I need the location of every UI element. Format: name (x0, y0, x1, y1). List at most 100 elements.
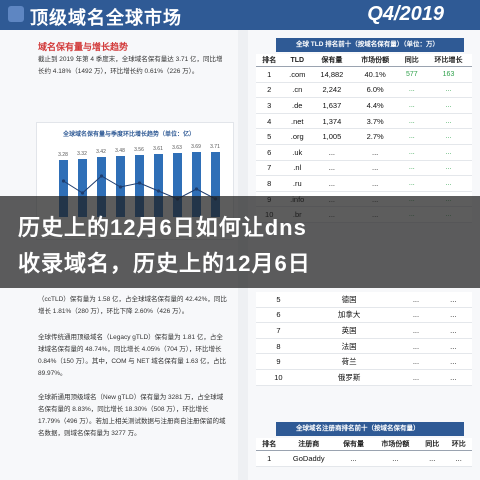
growth-point (137, 181, 142, 185)
table-cell: 1,374 (312, 113, 352, 130)
table-cell: ... (445, 450, 472, 467)
table-cell: ... (397, 338, 435, 355)
column-header: 市场份额 (351, 54, 399, 67)
table-cell: ... (351, 144, 399, 161)
table-cell: ... (425, 97, 472, 114)
section-text: 全球传统通用顶级域名（Legacy gTLD）保有量为 1.81 亿，占全球域名… (38, 334, 227, 377)
growth-point (118, 185, 123, 189)
table-row: 6 .uk............ (256, 144, 472, 161)
headline-line: 收录域名，历史上的12月6日 (18, 251, 311, 276)
table-cell: ... (312, 160, 352, 177)
growth-point (61, 179, 66, 183)
bar-value-label: 3.32 (77, 150, 87, 157)
table-cell: .uk (282, 144, 313, 161)
table-cell: 英国 (300, 322, 398, 339)
table-cell: 2 (256, 82, 283, 99)
table-cell: ... (312, 144, 352, 161)
table-row: 1 GoDaddy............ (256, 450, 472, 467)
table-cell: 俄罗斯 (300, 369, 398, 386)
chart-bar (192, 152, 201, 217)
table-cell: ... (434, 292, 472, 308)
logo-icon (8, 6, 24, 22)
table-cell: ... (397, 322, 435, 339)
column-header: 排名 (256, 438, 283, 451)
bar-value-label: 3.48 (115, 148, 125, 155)
table-cell: 4.4% (351, 97, 399, 114)
bar-value-label: 3.42 (96, 149, 106, 156)
table-cell: 3.7% (351, 113, 399, 130)
table-row: 9 荷兰...... (256, 353, 472, 370)
growth-point (156, 189, 161, 193)
table-cell: 577 (398, 66, 425, 83)
table-cell: 5 (256, 292, 301, 308)
column-header: 注册商 (282, 438, 336, 451)
table-cell: ... (397, 292, 435, 308)
table-row: 8 .ru............ (256, 175, 472, 192)
table-cell: ... (351, 175, 399, 192)
table-cell: ... (397, 353, 435, 370)
table-cell: ... (425, 128, 472, 145)
country-ranking-table: 5 德国...... 6 加拿大...... 7 英国...... 8 法国...... 9 荷兰… (256, 292, 472, 386)
table-cell: ... (434, 369, 472, 386)
table-row: 4 .net 1,374 3.7%...... (256, 113, 472, 130)
table-cell: 7 (256, 322, 301, 339)
chart-bar (154, 153, 163, 217)
table-cell: 2,242 (312, 82, 352, 99)
table-cell: .de (282, 97, 313, 114)
table-cell: ... (397, 307, 435, 324)
chart-bar (135, 154, 144, 217)
table-cell: GoDaddy (282, 450, 336, 467)
table-cell: 14,882 (312, 66, 352, 83)
table-cell: 6 (256, 144, 283, 161)
chart-bar (173, 153, 182, 217)
table-cell: .net (282, 113, 313, 130)
table-cell: ... (398, 82, 425, 99)
bar-value-label: 3.63 (172, 145, 182, 152)
registrar-ranking-table: 排名 注册商 保有量 市场份额 同比 环比 1 GoDaddy............ (256, 438, 472, 467)
chart-bar (78, 158, 87, 217)
table-row: 2 .cn 2,242 6.0%...... (256, 82, 472, 99)
bar-value-label: 3.61 (153, 145, 163, 152)
table-cell: 加拿大 (300, 307, 398, 324)
growth-point (194, 187, 199, 191)
table-cell: 9 (256, 353, 301, 370)
growth-point (80, 191, 85, 195)
table-cell: ... (425, 82, 472, 99)
bar-value-label: 3.56 (134, 146, 144, 153)
table-cell: ... (335, 450, 372, 467)
bar-value-label: 3.28 (58, 151, 68, 158)
table-cell: 4 (256, 113, 283, 130)
column-header: 环比增长 (425, 54, 472, 67)
chart-title: 全球域名保有量与季度环比增长趋势（单位：亿） (63, 132, 196, 138)
column-header: 保有量 (335, 438, 372, 451)
table-cell: 法国 (300, 338, 398, 355)
table-cell: 1 (256, 450, 283, 467)
column-header: 排名 (256, 54, 283, 67)
table-cell: ... (398, 97, 425, 114)
column-header: 环比 (445, 438, 472, 451)
table-cell: ... (398, 128, 425, 145)
table-cell: ... (398, 160, 425, 177)
table-cell: ... (434, 338, 472, 355)
trend-chart: 全球域名保有量与季度环比增长趋势（单位：亿） 3.28 3.32 3.42 3.48 3… (36, 122, 234, 240)
table-title: 全球域名注册商排名前十（按域名保有量） (276, 422, 464, 436)
table-cell: 5 (256, 128, 283, 145)
table-cell: .cn (282, 82, 313, 99)
table-cell: .org (282, 128, 313, 145)
chart-bar (59, 159, 68, 217)
table-cell: ... (418, 450, 446, 467)
table-cell: ... (425, 113, 472, 130)
table-cell: 1,005 (312, 128, 352, 145)
bar-value-label: 3.69 (191, 144, 201, 151)
table-row: 5 德国...... (256, 292, 472, 308)
table-cell: 6.0% (351, 82, 399, 99)
table-row: 7 英国...... (256, 322, 472, 339)
table-row: 10 俄罗斯...... (256, 369, 472, 386)
table-cell: 10 (256, 369, 301, 386)
headline-overlay: 历史上的12月6日如何让dns 收录域名，历史上的12月6日 (0, 196, 480, 288)
table-row: 1 .com 14,882 40.1% 577 163 (256, 66, 472, 83)
table-row: 7 .nl............ (256, 160, 472, 177)
report-title: 顶级域名全球市场 (30, 8, 182, 28)
table-row: 8 法国...... (256, 338, 472, 355)
column-header: 同比 (398, 54, 425, 67)
